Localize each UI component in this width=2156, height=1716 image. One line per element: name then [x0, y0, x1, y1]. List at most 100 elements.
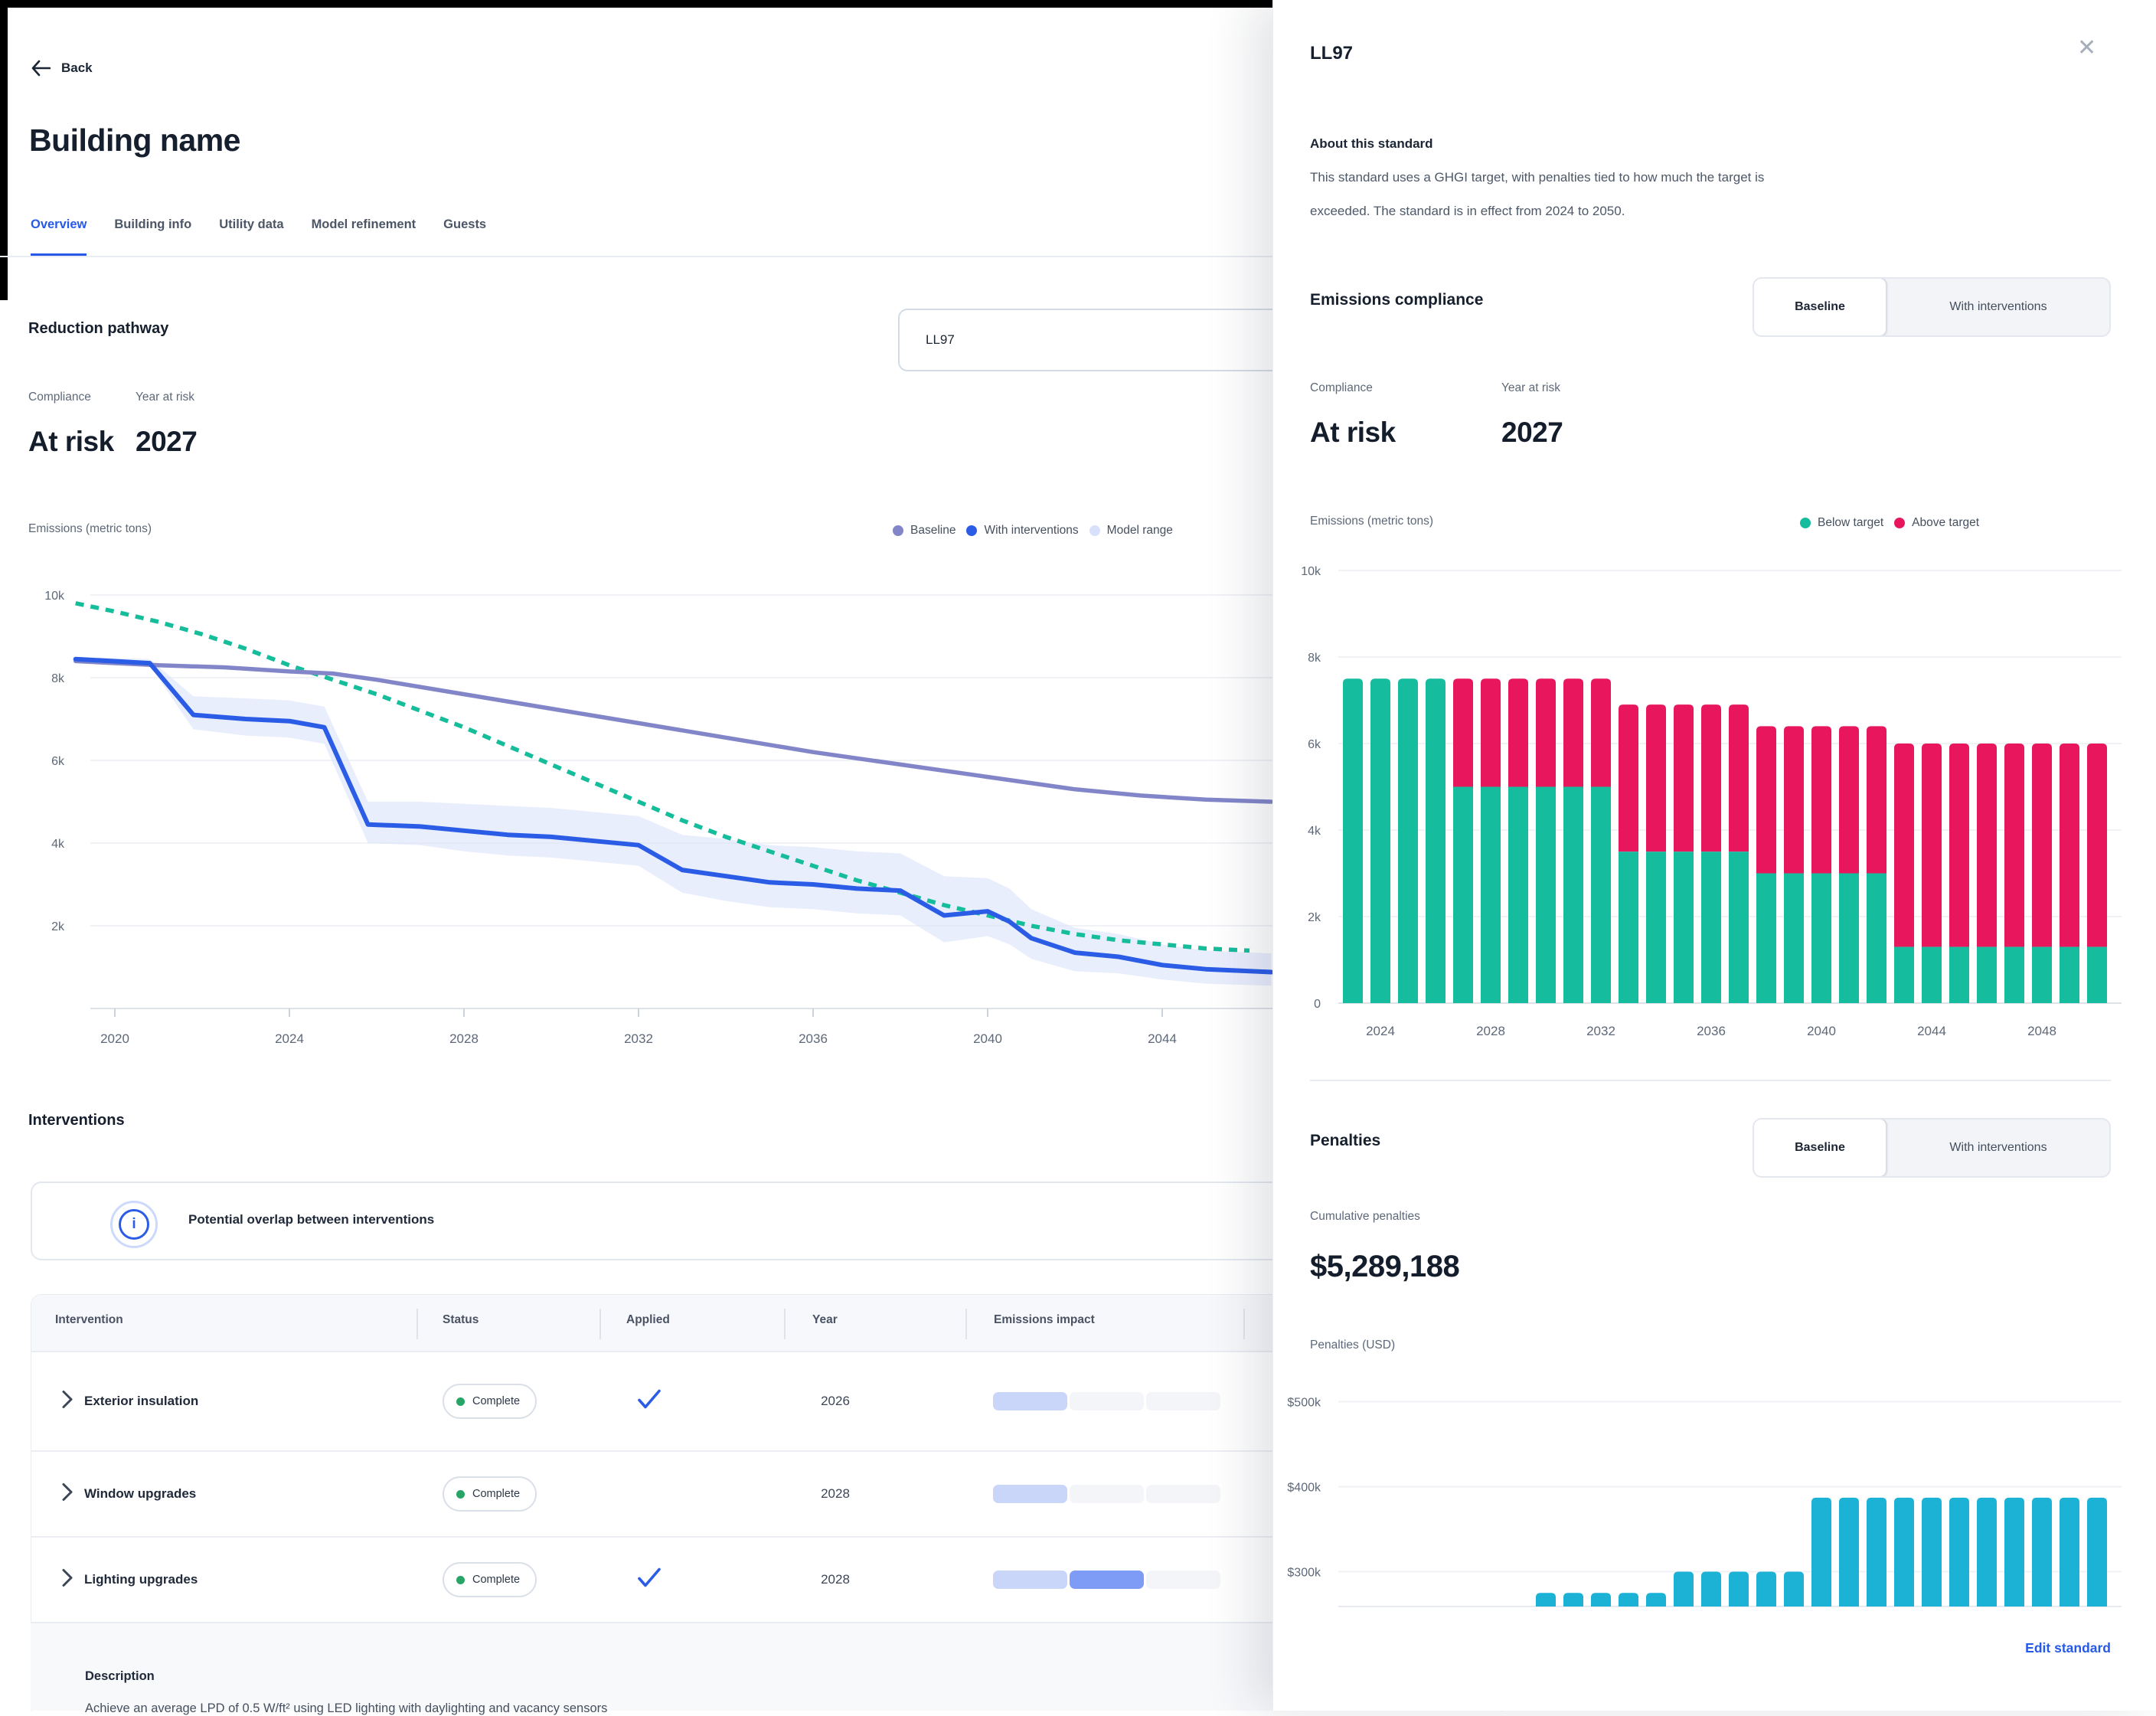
- intervention-name: Exterior insulation: [84, 1394, 199, 1408]
- legend-dot: [893, 525, 903, 536]
- reduction-pathway-title: Reduction pathway: [28, 320, 169, 337]
- legend-label: Above target: [1912, 516, 1980, 529]
- table-row: Lighting upgrades Complete 2028: [31, 1538, 1501, 1623]
- svg-text:2036: 2036: [799, 1031, 828, 1046]
- column-separator: [599, 1309, 601, 1339]
- tab-overview[interactable]: Overview: [31, 217, 87, 257]
- legend-dot: [966, 525, 978, 536]
- legend-label: Below target: [1818, 516, 1884, 529]
- status-label: Complete: [472, 1395, 521, 1407]
- svg-text:$500k: $500k: [1287, 1397, 1321, 1410]
- column-separator: [784, 1309, 786, 1339]
- impact-segment: [993, 1485, 1067, 1503]
- column-header-applied: Applied: [626, 1313, 670, 1326]
- svg-text:2024: 2024: [275, 1031, 304, 1046]
- emissions-impact-bar: [993, 1485, 1220, 1503]
- svg-text:2024: 2024: [1366, 1024, 1395, 1038]
- penalties-axis-title: Penalties (USD): [1310, 1338, 1396, 1352]
- svg-text:4k: 4k: [1308, 825, 1321, 838]
- expand-chevron-icon[interactable]: [61, 1482, 74, 1506]
- svg-text:2032: 2032: [624, 1031, 653, 1046]
- impact-segment: [1070, 1392, 1144, 1410]
- svg-text:2032: 2032: [1586, 1024, 1615, 1038]
- reduction-pathway-chart: 2k 4k 6k 8k 10k 2020 2024 2028 2032 2036 2040 2044: [44, 590, 1302, 1046]
- toggle-option-with-interventions[interactable]: With interventions: [1949, 300, 2047, 313]
- svg-text:10k: 10k: [44, 590, 65, 603]
- intervention-description-section: Description Achieve an average LPD of 0.…: [31, 1622, 1501, 1715]
- interventions-title: Interventions: [28, 1112, 125, 1129]
- svg-text:0: 0: [1314, 998, 1321, 1011]
- impact-segment: [1146, 1392, 1220, 1410]
- svg-text:2028: 2028: [1476, 1024, 1505, 1038]
- svg-text:$300k: $300k: [1287, 1567, 1321, 1580]
- overlap-banner-text: Potential overlap between interventions: [188, 1212, 435, 1227]
- intervention-name: Window upgrades: [84, 1486, 197, 1501]
- svg-text:8k: 8k: [51, 672, 65, 685]
- edit-standard-link[interactable]: Edit standard: [2025, 1640, 2111, 1656]
- toggle-option-baseline[interactable]: Baseline: [1754, 279, 1887, 335]
- status-label: Complete: [472, 1574, 521, 1586]
- standard-select-value: LL97: [926, 332, 955, 347]
- legend-label: Model range: [1106, 524, 1173, 537]
- year-at-risk-label: Year at risk: [136, 391, 194, 404]
- expand-chevron-icon[interactable]: [61, 1390, 74, 1414]
- table-row: Exterior insulation Complete 2026: [31, 1352, 1501, 1452]
- legend-item: Model range: [1089, 524, 1173, 538]
- impact-segment: [993, 1392, 1067, 1410]
- emissions-impact-bar: [993, 1571, 1220, 1589]
- legend-label: Baseline: [910, 524, 956, 537]
- svg-text:2044: 2044: [1148, 1031, 1177, 1046]
- back-label: Back: [61, 60, 93, 75]
- toggle-option-with-interventions[interactable]: With interventions: [1949, 1141, 2047, 1154]
- status-badge: Complete: [443, 1476, 537, 1512]
- right-chart-legend: Below target Above target: [1800, 516, 1979, 530]
- legend-label: With interventions: [984, 524, 1079, 537]
- svg-text:6k: 6k: [51, 755, 65, 768]
- close-icon[interactable]: ✕: [2077, 35, 2097, 60]
- svg-text:2048: 2048: [2027, 1024, 2056, 1038]
- svg-text:2044: 2044: [1917, 1024, 1946, 1038]
- status-label: Complete: [472, 1488, 521, 1500]
- legend-dot: [1089, 525, 1100, 536]
- emissions-compliance-title: Emissions compliance: [1310, 291, 1484, 309]
- right-chart-axis-title: Emissions (metric tons): [1310, 515, 1434, 528]
- cumulative-penalties-label: Cumulative penalties: [1310, 1210, 1420, 1223]
- status-dot-icon: [456, 1397, 465, 1406]
- tab-utility-data[interactable]: Utility data: [219, 217, 284, 231]
- standard-select[interactable]: LL97: [898, 309, 1327, 371]
- standard-detail-panel: LL97 ✕ About this standard This standard…: [1272, 0, 2156, 1711]
- legend-dot: [1894, 518, 1906, 528]
- intervention-name: Lighting upgrades: [84, 1572, 198, 1587]
- back-button[interactable]: Back: [31, 60, 93, 77]
- svg-text:8k: 8k: [1308, 652, 1321, 665]
- tab-model-refinement[interactable]: Model refinement: [311, 217, 416, 231]
- panel-title: LL97: [1310, 43, 1354, 64]
- compliance-label: Compliance: [28, 391, 91, 404]
- status-dot-icon: [456, 1489, 465, 1499]
- legend-item: With interventions: [966, 524, 1079, 538]
- table-header: Intervention Status Applied Year Emissions i…: [31, 1295, 1501, 1352]
- tabs-divider: [0, 256, 2156, 257]
- applied-check-icon: [636, 1567, 662, 1593]
- back-arrow-icon: [31, 60, 51, 77]
- toggle-option-baseline[interactable]: Baseline: [1754, 1119, 1887, 1176]
- tab-building-info[interactable]: Building info: [114, 217, 192, 231]
- info-icon: i: [110, 1201, 158, 1248]
- overlap-banner: i Potential overlap between intervention…: [31, 1182, 1501, 1260]
- svg-text:2036: 2036: [1697, 1024, 1726, 1038]
- intervention-year: 2028: [821, 1572, 850, 1587]
- legend-item: Baseline: [893, 524, 956, 538]
- svg-text:2040: 2040: [1807, 1024, 1836, 1038]
- page-title: Building name: [29, 123, 240, 158]
- impact-segment: [1146, 1485, 1220, 1503]
- column-separator: [1243, 1309, 1245, 1339]
- svg-text:4k: 4k: [51, 838, 65, 851]
- expand-chevron-icon[interactable]: [61, 1568, 74, 1592]
- tab-bar: Overview Building info Utility data Model r…: [31, 217, 486, 257]
- panel-compliance-value: At risk: [1310, 417, 1396, 448]
- tab-guests[interactable]: Guests: [443, 217, 487, 231]
- status-badge: Complete: [443, 1384, 537, 1419]
- panel-divider: [1310, 1080, 2111, 1081]
- column-header-status: Status: [443, 1313, 479, 1326]
- compliance-toggle: Baseline With interventions: [1753, 277, 2111, 337]
